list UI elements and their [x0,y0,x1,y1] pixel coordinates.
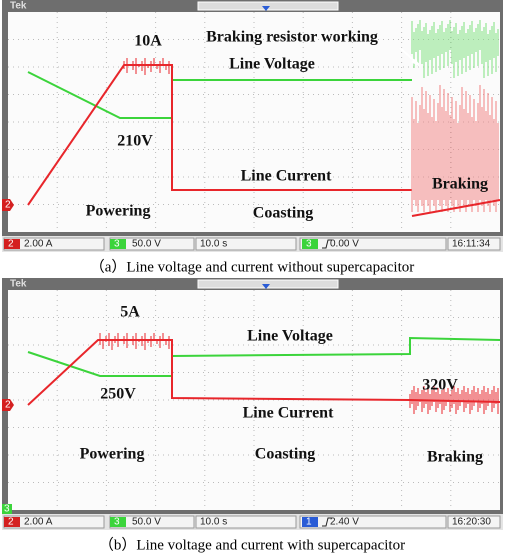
annotation: Braking [427,449,483,466]
status-text: 3 [114,239,120,250]
annotation: Line Current [243,405,334,422]
status-text: 16:20:30 [452,517,491,528]
annotation: 10A [134,33,162,50]
channel-tag-label: 2 [5,400,11,411]
annotation: Braking [432,176,488,193]
status-text: 3 [306,239,312,250]
annotation: 5A [120,304,140,321]
annotation: 320V [422,377,458,394]
status-text: 10.0 s [200,517,227,528]
caption: （b）Line voltage and current with superca… [99,536,405,553]
status-text: 10.0 s [200,239,227,250]
channel-tag-label: 2 [5,200,11,211]
annotation: 210V [117,133,153,150]
annotation: Powering [80,446,145,463]
status-text: 2 [8,239,14,250]
scope-panel: Tek 2 10A Braking resistor working Line Volt… [2,0,503,275]
brand: Tek [10,1,27,12]
brand: Tek [10,279,27,290]
caption: （a）Line voltage and current without supe… [90,258,414,275]
status-text: 1 [306,517,312,528]
annotation: Coasting [255,446,315,463]
status-field [300,238,446,250]
scope-panel: Tek 2 3 5A Line Voltage 250V 320V Line Current P… [2,278,503,553]
annotation: Coasting [253,205,313,222]
channel-tag-label: 3 [4,504,10,515]
annotation: 250V [100,386,136,403]
status-text: 50.0 V [132,239,161,250]
status-text: 2.00 A [24,517,53,528]
figure: Tek 2 10A Braking resistor working Line Volt… [0,0,505,560]
annotation: Line Voltage [247,328,333,345]
status-text: 2.40 V [330,517,359,528]
status-text: 0.00 V [330,239,359,250]
annotation: Braking resistor working [206,29,378,46]
status-text: 2.00 A [24,239,53,250]
status-text: 50.0 V [132,517,161,528]
status-text: 16:11:34 [452,239,491,250]
status-field [300,516,446,528]
status-text: 3 [114,517,120,528]
annotation: Powering [86,203,151,220]
annotation: Line Current [241,168,332,185]
annotation: Line Voltage [229,56,315,73]
status-text: 2 [8,517,14,528]
